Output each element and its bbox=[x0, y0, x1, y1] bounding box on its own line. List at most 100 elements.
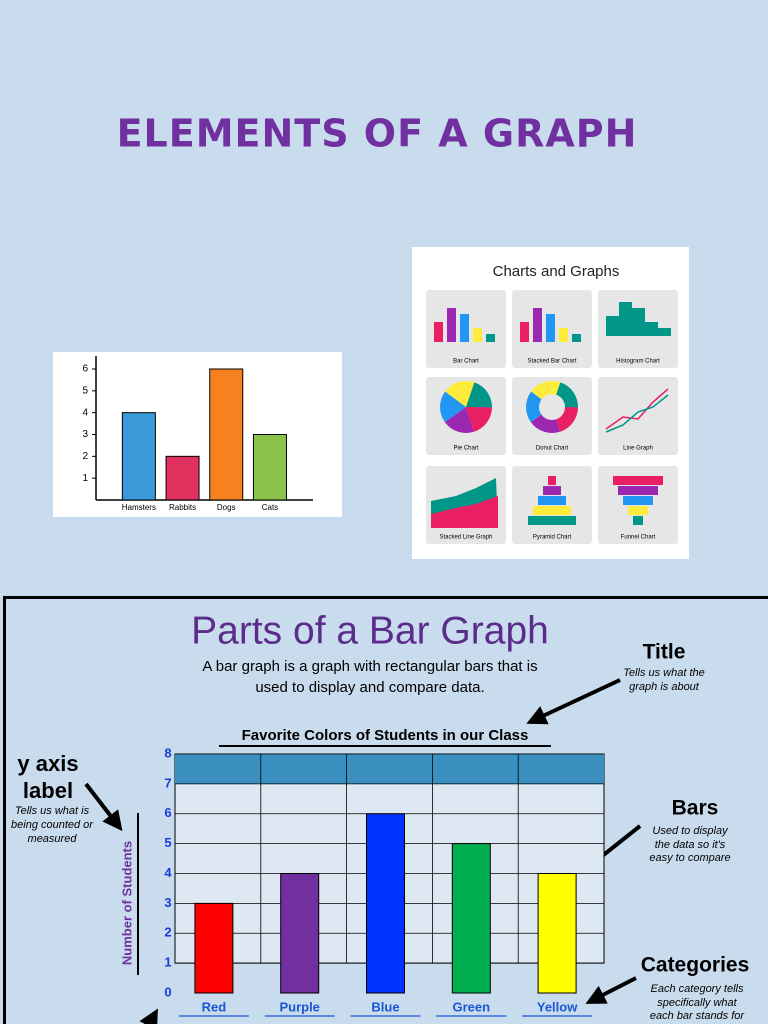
annotation-note: Tells us what the bbox=[623, 667, 705, 679]
icon bbox=[623, 496, 653, 505]
icon bbox=[619, 302, 632, 336]
icon bbox=[543, 486, 561, 495]
arrow bbox=[84, 782, 123, 832]
icon bbox=[439, 391, 466, 423]
icon bbox=[473, 328, 482, 342]
annotation-label: Title bbox=[643, 641, 686, 664]
icon bbox=[548, 476, 556, 485]
icon bbox=[434, 322, 443, 342]
annotation-note: Each category tells bbox=[651, 983, 744, 995]
thumbnail-label: Donut Chart bbox=[536, 446, 569, 452]
x-tick-label: Rabbits bbox=[169, 503, 196, 512]
bar bbox=[537, 873, 577, 994]
icon bbox=[633, 516, 643, 525]
y-tick-label: 6 bbox=[164, 805, 171, 820]
bar bbox=[209, 368, 244, 501]
description-line: used to display and compare data. bbox=[255, 679, 484, 696]
annotation-note: easy to compare bbox=[649, 852, 730, 864]
icon bbox=[447, 308, 456, 342]
icon bbox=[533, 506, 571, 515]
y-tick-label: 4 bbox=[82, 407, 88, 418]
annotation-note: each bar stands for bbox=[650, 1010, 746, 1022]
thumbnail-label: Histogram Chart bbox=[616, 359, 660, 365]
thumbnail bbox=[598, 377, 678, 455]
arrow bbox=[585, 976, 637, 1004]
y-tick-label: 5 bbox=[164, 835, 171, 850]
annotation-note: Used to display bbox=[652, 825, 729, 837]
y-tick-label: 6 bbox=[82, 364, 88, 375]
icon bbox=[533, 308, 542, 342]
y-axis-label: Number of Students bbox=[119, 841, 134, 965]
annotation-note: the data so it's bbox=[655, 839, 726, 851]
category-label: Purple bbox=[279, 999, 319, 1014]
icon bbox=[528, 516, 576, 525]
y-tick-label: 3 bbox=[82, 429, 88, 440]
thumbnail-label: Pyramid Chart bbox=[533, 535, 572, 541]
bar bbox=[451, 843, 491, 994]
x-tick-label: Dogs bbox=[217, 503, 236, 512]
panel-heading: Parts of a Bar Graph bbox=[191, 609, 549, 652]
icon bbox=[466, 407, 493, 432]
bar bbox=[194, 902, 234, 994]
icon bbox=[538, 496, 566, 505]
icon bbox=[632, 308, 645, 336]
y-tick-label: 0 bbox=[164, 984, 171, 999]
category-label: Green bbox=[453, 999, 491, 1014]
y-tick-label: 7 bbox=[164, 775, 171, 790]
icon bbox=[466, 382, 493, 408]
y-tick-label: 4 bbox=[164, 865, 172, 880]
icon bbox=[658, 328, 671, 336]
icon bbox=[605, 394, 669, 433]
category-label: Blue bbox=[371, 999, 399, 1014]
arrow bbox=[526, 678, 621, 725]
icon bbox=[645, 322, 658, 336]
icon bbox=[520, 322, 529, 342]
icon bbox=[445, 381, 475, 407]
y-tick-label: 2 bbox=[82, 451, 88, 462]
icon bbox=[559, 328, 568, 342]
y-tick-label: 2 bbox=[164, 925, 171, 940]
icon bbox=[431, 496, 498, 528]
y-tick-label: 5 bbox=[82, 385, 88, 396]
y-tick-label: 3 bbox=[164, 895, 171, 910]
y-tick-label: 1 bbox=[82, 473, 88, 484]
annotation-note: graph is about bbox=[629, 681, 700, 693]
thumbnail-label: Stacked Line Graph bbox=[439, 535, 492, 541]
icon bbox=[486, 334, 495, 342]
icon bbox=[539, 394, 565, 420]
icon bbox=[572, 334, 581, 342]
thumbnail-label: Bar Chart bbox=[453, 359, 479, 365]
header-band bbox=[175, 754, 604, 784]
icon bbox=[613, 476, 663, 485]
annotation-label: Categories bbox=[641, 954, 750, 977]
icon bbox=[525, 391, 552, 423]
slide-title: ELEMENTS OF A GRAPH bbox=[117, 112, 638, 156]
annotation-note: being counted or bbox=[11, 819, 94, 831]
y-tick-label: 1 bbox=[164, 955, 171, 970]
category-label: Yellow bbox=[537, 999, 578, 1014]
thumbnail-label: Stacked Bar Chart bbox=[527, 359, 576, 365]
bar bbox=[366, 813, 405, 994]
icon bbox=[618, 486, 658, 495]
annotation-note: Tells us what is bbox=[15, 805, 90, 817]
icon bbox=[444, 407, 474, 434]
annotation-label: label bbox=[23, 778, 73, 803]
annotations: Title Tells us what the graph is about y… bbox=[11, 641, 749, 1022]
bar bbox=[280, 873, 320, 994]
icon bbox=[606, 316, 619, 336]
bar bbox=[121, 412, 156, 501]
annotation-label: Bars bbox=[672, 797, 719, 820]
thumbnail-label: Line Graph bbox=[623, 446, 653, 452]
bar bbox=[165, 455, 200, 501]
icon bbox=[546, 314, 555, 342]
icon bbox=[605, 388, 669, 430]
x-tick-label: Cats bbox=[262, 503, 278, 512]
chart-title: Favorite Colors of Students in our Class bbox=[242, 727, 529, 744]
icon bbox=[460, 314, 469, 342]
thumbnail-label: Pie Chart bbox=[453, 446, 478, 452]
bar bbox=[252, 434, 287, 501]
category-label: Red bbox=[202, 999, 227, 1014]
arrow bbox=[139, 1008, 158, 1024]
